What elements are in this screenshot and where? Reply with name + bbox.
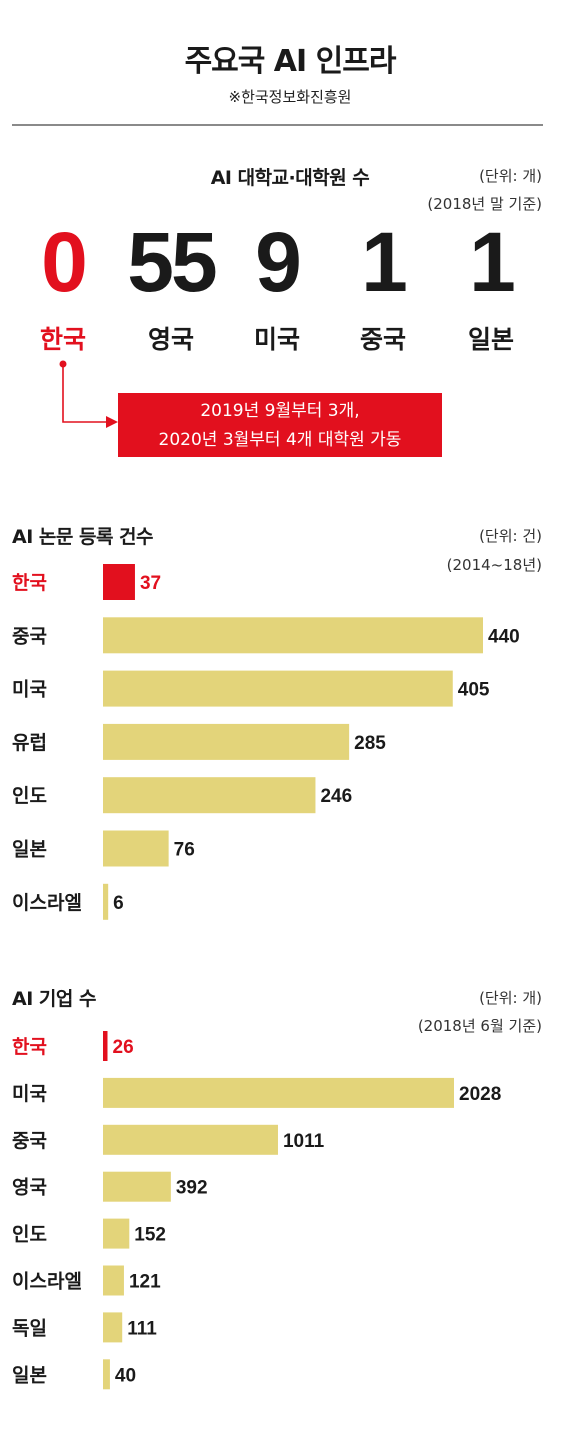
bar xyxy=(103,617,483,654)
companies-chart: 한국 26 미국 2028 중국 1011 영국 392 인도 152 이스라엘 121 독일 111 일본… xyxy=(0,1028,580,1408)
bar xyxy=(103,1031,108,1061)
count-country: 일본 xyxy=(467,325,514,354)
section3-unit: (단위: 개) xyxy=(479,989,542,1007)
category-label: 이스라엘 xyxy=(12,892,82,914)
value-label: 37 xyxy=(140,573,161,594)
connector-line xyxy=(62,364,108,423)
count-korea: 0 한국 xyxy=(8,220,118,356)
bar xyxy=(103,670,453,707)
bar xyxy=(103,777,316,814)
university-counts: 0 한국 55 영국 9 미국 1 중국 1 일본 xyxy=(0,220,580,360)
bar xyxy=(103,1265,124,1296)
value-label: 6 xyxy=(113,893,124,914)
category-label: 영국 xyxy=(12,1177,47,1199)
bar xyxy=(103,1124,278,1155)
papers-chart: 한국 37 중국 440 미국 405 유럽 285 인도 246 일본 76 이스라엘 6 xyxy=(0,562,580,932)
section2-title: AI 논문 등록 건수 xyxy=(12,526,154,548)
page-title: 주요국 AI 인프라 xyxy=(184,44,397,79)
bar xyxy=(103,1171,171,1202)
category-label: 유럽 xyxy=(12,732,47,754)
value-label: 111 xyxy=(127,1318,157,1339)
callout-line-2: 2020년 3월부터 4개 대학원 가동 xyxy=(158,430,402,450)
count-value: 9 xyxy=(255,215,302,309)
section1-title: AI 대학교·대학원 수 xyxy=(210,167,370,189)
section3-title: AI 기업 수 xyxy=(12,988,96,1010)
count-country: 한국 xyxy=(39,325,86,354)
value-label: 246 xyxy=(320,786,352,807)
count-usa: 9 미국 xyxy=(222,220,332,356)
category-label: 한국 xyxy=(12,1036,47,1058)
count-uk: 55 영국 xyxy=(116,220,226,356)
bar xyxy=(103,564,135,600)
count-value: 1 xyxy=(469,215,516,309)
divider xyxy=(12,124,543,126)
section3-period: (2018년 6월 기준) xyxy=(417,1017,542,1035)
connector-arrow xyxy=(106,416,118,428)
section1-basis: (2018년 말 기준) xyxy=(427,195,542,213)
category-label: 한국 xyxy=(12,572,47,594)
value-label: 1011 xyxy=(283,1131,325,1152)
bar xyxy=(103,1077,454,1108)
value-label: 405 xyxy=(458,680,490,701)
callout-line-1: 2019년 9월부터 3개, xyxy=(200,401,360,421)
category-label: 미국 xyxy=(12,1083,47,1105)
category-label: 독일 xyxy=(12,1317,47,1339)
category-label: 미국 xyxy=(12,679,47,701)
bar xyxy=(103,723,350,760)
value-label: 76 xyxy=(174,840,195,861)
bar xyxy=(103,1359,110,1390)
category-label: 인도 xyxy=(12,1224,47,1246)
bar xyxy=(103,883,109,920)
count-value: 0 xyxy=(41,215,88,309)
callout-connector xyxy=(59,360,118,428)
count-country: 영국 xyxy=(147,325,194,354)
source-note: ※한국정보화진흥원 xyxy=(228,88,352,106)
category-label: 중국 xyxy=(12,1130,47,1152)
category-label: 일본 xyxy=(12,1364,47,1386)
section2-period: (2014~18년) xyxy=(446,556,542,574)
bar xyxy=(103,830,169,867)
papers-bar-chart: 한국 37 중국 440 미국 405 유럽 285 인도 246 일본 76 이스라엘 6 xyxy=(12,564,520,920)
bar xyxy=(103,1218,130,1249)
count-country: 중국 xyxy=(359,325,406,354)
bar xyxy=(103,1312,123,1343)
companies-bar-chart: 한국 26 미국 2028 중국 1011 영국 392 인도 152 이스라엘 121 독일 111 일본… xyxy=(12,1031,501,1390)
value-label: 121 xyxy=(129,1272,161,1293)
category-label: 중국 xyxy=(12,625,47,647)
category-label: 이스라엘 xyxy=(12,1271,82,1293)
value-label: 40 xyxy=(115,1365,136,1386)
value-label: 2028 xyxy=(459,1084,501,1105)
value-label: 152 xyxy=(134,1225,166,1246)
category-label: 인도 xyxy=(12,785,47,807)
value-label: 26 xyxy=(113,1037,134,1058)
count-value: 55 xyxy=(127,215,217,309)
count-japan: 1 일본 xyxy=(436,220,546,356)
count-china: 1 중국 xyxy=(328,220,438,356)
section2-unit: (단위: 건) xyxy=(479,527,542,545)
category-label: 일본 xyxy=(12,839,47,861)
count-value: 1 xyxy=(361,215,408,309)
section1-unit: (단위: 개) xyxy=(479,167,542,185)
value-label: 440 xyxy=(488,626,520,647)
value-label: 285 xyxy=(354,733,386,754)
value-label: 392 xyxy=(176,1178,208,1199)
callout-box: 2019년 9월부터 3개, 2020년 3월부터 4개 대학원 가동 xyxy=(118,393,442,457)
count-country: 미국 xyxy=(253,325,300,354)
